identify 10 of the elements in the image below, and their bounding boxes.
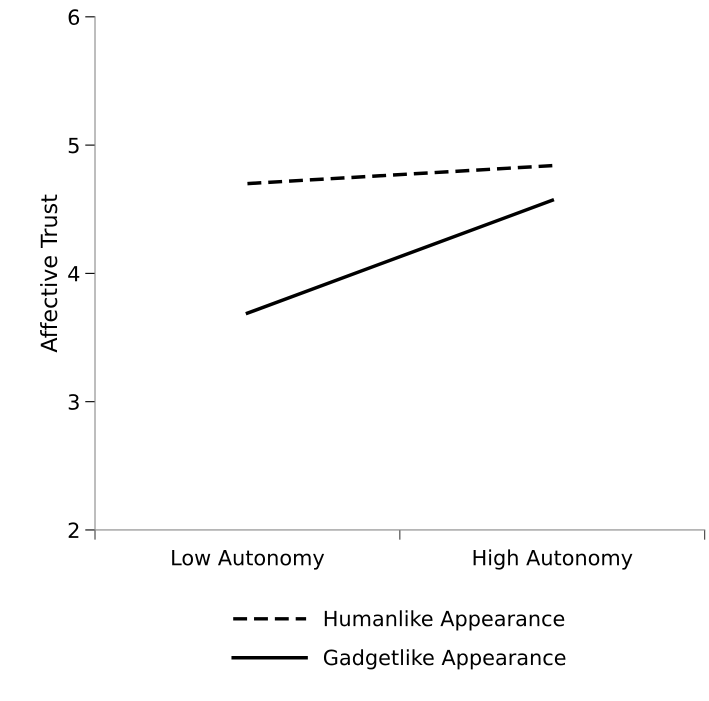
y-tick-label: 4: [68, 266, 80, 282]
x-tick-label: High Autonomy: [474, 549, 632, 570]
y-tick-label: 5: [68, 138, 79, 154]
y-tick-label: 6: [68, 9, 80, 26]
y-tick-label: 2: [68, 522, 78, 538]
legend-label: Gadgetlike Appearance: [324, 649, 566, 670]
y-axis-title: Affective Trust: [40, 194, 58, 352]
x-tick-label: Low Autonomy: [172, 550, 324, 570]
y-tick-label: 3: [68, 394, 79, 410]
legend-label: Humanlike Appearance: [324, 610, 564, 630]
